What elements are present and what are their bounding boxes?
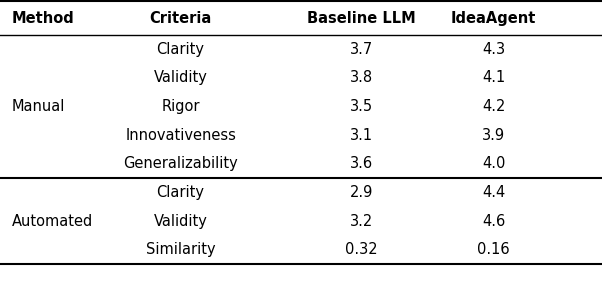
Text: 3.6: 3.6 (350, 156, 373, 171)
Text: Automated: Automated (12, 213, 93, 229)
Text: 4.0: 4.0 (482, 156, 505, 171)
Text: IdeaAgent: IdeaAgent (451, 11, 536, 26)
Text: 3.2: 3.2 (350, 213, 373, 229)
Text: 0.32: 0.32 (345, 242, 377, 257)
Text: Rigor: Rigor (161, 99, 200, 114)
Text: Innovativeness: Innovativeness (125, 128, 236, 143)
Text: Manual: Manual (12, 99, 66, 114)
Text: Clarity: Clarity (157, 42, 205, 57)
Text: 3.1: 3.1 (350, 128, 373, 143)
Text: Similarity: Similarity (146, 242, 216, 257)
Text: 4.6: 4.6 (482, 213, 505, 229)
Text: Clarity: Clarity (157, 185, 205, 200)
Text: 3.5: 3.5 (350, 99, 373, 114)
Text: Method: Method (12, 11, 75, 26)
Text: 3.9: 3.9 (482, 128, 505, 143)
Text: 2.9: 2.9 (350, 185, 373, 200)
Text: 3.7: 3.7 (350, 42, 373, 57)
Text: 4.2: 4.2 (482, 99, 505, 114)
Text: 4.4: 4.4 (482, 185, 505, 200)
Text: Criteria: Criteria (149, 11, 212, 26)
Text: 4.3: 4.3 (482, 42, 505, 57)
Text: Validity: Validity (154, 213, 208, 229)
Text: Baseline LLM: Baseline LLM (307, 11, 415, 26)
Text: Validity: Validity (154, 70, 208, 86)
Text: 0.16: 0.16 (477, 242, 510, 257)
Text: Generalizability: Generalizability (123, 156, 238, 171)
Text: 3.8: 3.8 (350, 70, 373, 86)
Text: 4.1: 4.1 (482, 70, 505, 86)
